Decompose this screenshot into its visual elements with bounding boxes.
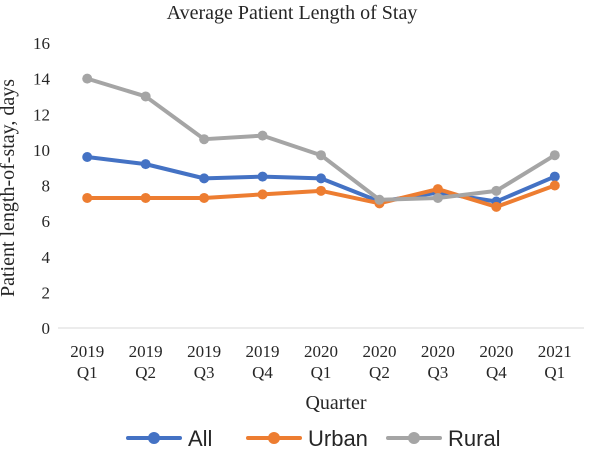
x-tick-label-line: 2019 xyxy=(246,342,280,361)
y-tick-label: 4 xyxy=(42,248,51,267)
x-tick-label-line: Q2 xyxy=(135,363,156,382)
y-tick-label: 12 xyxy=(33,105,50,124)
legend-item-urban: Urban xyxy=(246,426,368,449)
data-point-rural xyxy=(491,185,502,196)
legend-label: Rural xyxy=(448,426,501,449)
data-point-urban xyxy=(316,185,326,196)
data-point-all xyxy=(257,171,268,182)
x-tick-label: 2020 Q1 xyxy=(304,342,338,382)
data-point-urban xyxy=(140,192,151,203)
x-tick-label-line: 2021 xyxy=(538,342,572,361)
y-tick-label: 8 xyxy=(42,177,51,196)
data-point-all xyxy=(82,152,93,162)
x-tick-label: 2020 Q4 xyxy=(479,342,513,382)
x-tick-label-line: 2019 xyxy=(187,342,221,361)
data-point-all xyxy=(140,159,151,170)
legend-item-all: All xyxy=(126,426,212,449)
plot-area xyxy=(58,73,584,329)
y-tick-label: 6 xyxy=(42,212,51,231)
x-tick-label: 2021 Q1 xyxy=(538,342,572,382)
y-tick-label: 16 xyxy=(33,34,50,53)
x-tick-label-line: 2020 xyxy=(479,342,513,361)
data-point-rural xyxy=(82,73,93,84)
x-tick-label: 2019 Q2 xyxy=(129,342,163,382)
x-tick-label-line: Q3 xyxy=(427,363,448,382)
y-axis-tick-labels: 0 2 4 6 8 10 12 14 16 xyxy=(33,34,51,338)
x-tick-label-line: Q2 xyxy=(369,363,390,382)
data-point-rural xyxy=(140,91,151,102)
legend-swatch-marker xyxy=(148,432,160,444)
x-tick-label-line: 2020 xyxy=(304,342,338,361)
y-tick-label: 10 xyxy=(33,141,50,160)
data-point-all xyxy=(549,171,560,182)
x-tick-label-line: 2019 xyxy=(70,342,104,361)
x-tick-label: 2019 Q1 xyxy=(70,342,104,382)
data-point-all xyxy=(199,173,210,184)
data-point-rural xyxy=(432,192,443,203)
legend: All Urban Rural xyxy=(126,426,501,449)
chart-title: Average Patient Length of Stay xyxy=(167,2,418,24)
y-tick-label: 14 xyxy=(33,70,51,89)
x-tick-label-line: Q4 xyxy=(486,363,507,382)
x-tick-label-line: Q1 xyxy=(311,363,332,382)
x-tick-label-line: 2020 xyxy=(421,342,455,361)
x-tick-label-line: Q1 xyxy=(544,363,565,382)
x-tick-label-line: Q1 xyxy=(77,363,98,382)
legend-label: Urban xyxy=(308,426,368,449)
data-point-urban xyxy=(491,201,502,212)
data-point-rural xyxy=(199,134,210,145)
legend-swatch-marker xyxy=(408,432,420,444)
x-tick-label: 2019 Q4 xyxy=(246,342,280,382)
y-tick-label: 0 xyxy=(42,319,51,338)
data-point-urban xyxy=(432,184,443,195)
data-point-urban xyxy=(199,192,210,203)
data-point-rural xyxy=(257,130,268,141)
x-tick-label: 2020 Q2 xyxy=(362,342,396,382)
legend-label: All xyxy=(188,426,212,449)
x-tick-label-line: Q4 xyxy=(252,363,273,382)
x-tick-label: 2020 Q3 xyxy=(421,342,455,382)
data-point-all xyxy=(316,173,326,184)
y-tick-label: 2 xyxy=(42,283,51,302)
y-axis-title: Patient length-of-stay, days xyxy=(0,79,19,297)
x-tick-label: 2019 Q3 xyxy=(187,342,221,382)
x-tick-label-line: Q3 xyxy=(194,363,215,382)
series-urban xyxy=(82,180,560,212)
data-point-rural xyxy=(316,150,326,161)
x-tick-label-line: 2020 xyxy=(362,342,396,361)
series-rural xyxy=(82,73,560,205)
data-point-urban xyxy=(257,189,268,200)
data-point-urban xyxy=(549,180,560,191)
legend-swatch-marker xyxy=(268,432,280,444)
data-point-rural xyxy=(374,194,385,205)
data-point-urban xyxy=(82,192,93,203)
legend-item-rural: Rural xyxy=(386,426,501,449)
x-tick-label-line: 2019 xyxy=(129,342,163,361)
x-axis-title: Quarter xyxy=(305,392,366,414)
data-point-rural xyxy=(549,150,560,161)
